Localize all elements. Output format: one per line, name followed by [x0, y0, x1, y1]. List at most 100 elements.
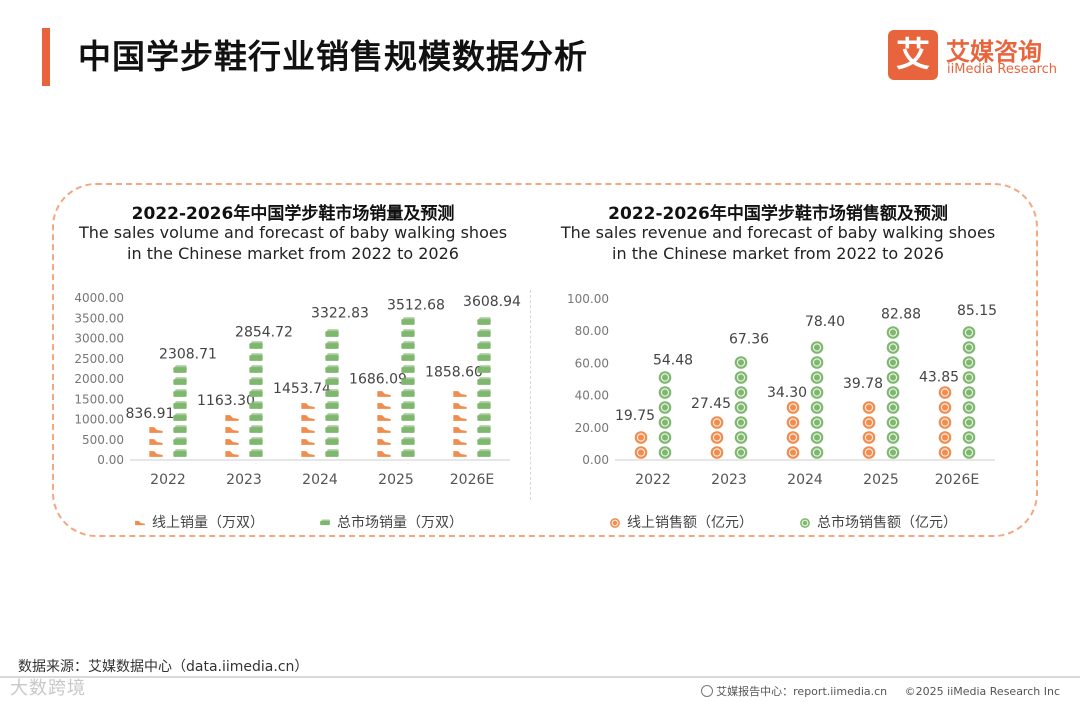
bar: [634, 431, 648, 459]
sales-volume-chart: 2022-2026年中国学步鞋市场销量及预测 The sales volume …: [55, 195, 531, 540]
data-label: 27.45: [691, 396, 731, 412]
sales-volume-chart-svg: 0.00 500.00 1000.00 1500.00 2000.00 2500.00 30…: [74, 291, 521, 531]
bar: [658, 371, 672, 459]
sales-revenue-chart: 2022-2026年中国学步鞋市场销售额及预测 The sales revenu…: [540, 195, 1016, 540]
bar: [810, 341, 824, 459]
bar: [149, 427, 163, 457]
charts-divider: [530, 290, 531, 500]
y-tick-label: 100.00: [567, 292, 609, 306]
footer-info: 艾媒报告中心：report.iimedia.cn ©2025 iiMedia R…: [701, 683, 1060, 699]
y-tick-label: 60.00: [575, 356, 609, 370]
page-title: 中国学步鞋行业销售规模数据分析: [78, 37, 588, 76]
y-tick-label: 2500.00: [74, 352, 124, 366]
data-label: 19.75: [615, 408, 655, 424]
logo-chinese-name: 艾媒咨询: [946, 38, 1042, 66]
legend-item: 线上销量（万双）: [135, 515, 264, 531]
bar: [401, 317, 415, 457]
x-tick-label: 2026E: [450, 472, 494, 488]
x-tick-label: 2024: [787, 472, 823, 488]
y-tick-label: 2000.00: [74, 372, 124, 386]
x-tick-label: 2023: [711, 472, 747, 488]
bar: [325, 329, 339, 457]
legend-item: 总市场销量（万双）: [320, 514, 463, 531]
bar: [886, 326, 900, 459]
legend-label: 总市场销量（万双）: [337, 514, 463, 531]
x-tick-label: 2023: [226, 472, 262, 488]
chart-title: 2022-2026年中国学步鞋市场销售额及预测: [608, 204, 948, 224]
x-tick-label: 2024: [302, 472, 338, 488]
chart-subtitle-line: in the Chinese market from 2022 to 2026: [127, 244, 459, 263]
legend-label: 总市场销售额（亿元）: [817, 514, 957, 531]
legend-label: 线上销量（万双）: [152, 515, 264, 531]
chart-subtitle-line: The sales revenue and forecast of baby w…: [560, 223, 996, 242]
x-tick-label: 2022: [635, 472, 671, 488]
x-tick-label: 2025: [378, 472, 414, 488]
y-tick-label: 3500.00: [74, 311, 124, 325]
x-tick-label: 2025: [863, 472, 899, 488]
bar: [710, 416, 724, 459]
logo-english-name: iiMedia Research: [947, 62, 1058, 77]
bar: [862, 401, 876, 459]
title-accent-bar: [42, 28, 50, 86]
chart-title: 2022-2026年中国学步鞋市场销量及预测: [131, 204, 455, 224]
bar: [453, 391, 467, 457]
data-label: 3322.83: [311, 305, 369, 321]
bar: [962, 326, 976, 459]
bar: [477, 317, 491, 457]
legend-label: 线上销售额（亿元）: [627, 515, 753, 531]
data-label: 1858.60: [425, 365, 483, 381]
data-label: 39.78: [843, 376, 883, 392]
data-label: 43.85: [919, 369, 959, 385]
y-tick-label: 500.00: [82, 433, 124, 447]
bar: [225, 415, 239, 457]
y-tick-label: 4000.00: [74, 291, 124, 305]
charts-panel-frame: [52, 183, 1038, 537]
bar: [377, 391, 391, 457]
data-label: 2308.71: [159, 346, 217, 362]
y-tick-label: 1500.00: [74, 392, 124, 406]
legend-item: 线上销售额（亿元）: [610, 515, 753, 531]
y-tick-label: 40.00: [575, 389, 609, 403]
data-label: 2854.72: [235, 324, 293, 340]
y-tick-label: 0.00: [582, 453, 609, 467]
data-label: 3608.94: [463, 294, 521, 310]
x-tick-label: 2022: [150, 472, 186, 488]
chart-subtitle-line: in the Chinese market from 2022 to 2026: [612, 244, 944, 263]
logo-mark-icon: 艾: [888, 30, 938, 80]
data-label: 78.40: [805, 314, 845, 330]
legend-item: 总市场销售额（亿元）: [800, 514, 957, 531]
y-tick-label: 0.00: [97, 453, 124, 467]
report-center-link[interactable]: 艾媒报告中心：report.iimedia.cn: [716, 685, 888, 698]
chart-subtitle: The sales volume and forecast of baby wa…: [55, 222, 531, 264]
sales-revenue-chart-svg: 0.00 20.00 40.00 60.00 80.00 100.00 2022 19.75 5…: [567, 292, 997, 531]
watermark-text: 大数跨境: [10, 678, 86, 699]
footer-rule: [0, 676, 1080, 678]
data-label: 67.36: [729, 332, 769, 348]
data-label: 85.15: [957, 303, 997, 319]
data-label: 1163.30: [197, 393, 255, 409]
copyright-text: ©2025 iiMedia Research Inc: [904, 685, 1060, 698]
data-label: 34.30: [767, 385, 807, 401]
brand-logo: 艾 艾媒咨询 iiMedia Research: [888, 30, 1063, 82]
chart-subtitle-line: The sales volume and forecast of baby wa…: [78, 223, 508, 242]
data-label: 1686.09: [349, 372, 407, 388]
bar: [938, 386, 952, 459]
chart-subtitle: The sales revenue and forecast of baby w…: [540, 222, 1016, 264]
data-label: 836.91: [126, 406, 175, 422]
data-label: 82.88: [881, 307, 921, 323]
report-center-icon: [701, 685, 714, 697]
y-tick-label: 1000.00: [74, 413, 124, 427]
bar: [301, 403, 315, 457]
bar: [249, 341, 263, 457]
bar: [173, 365, 187, 457]
bar: [786, 401, 800, 459]
data-label: 3512.68: [387, 298, 445, 314]
y-tick-label: 80.00: [575, 324, 609, 338]
x-tick-label: 2026E: [935, 472, 979, 488]
data-label: 54.48: [653, 352, 693, 368]
data-source-note: 数据来源：艾媒数据中心（data.iimedia.cn）: [18, 659, 309, 675]
y-tick-label: 20.00: [575, 421, 609, 435]
y-tick-label: 3000.00: [74, 332, 124, 346]
data-label: 1453.74: [273, 381, 331, 397]
bar: [734, 356, 748, 459]
